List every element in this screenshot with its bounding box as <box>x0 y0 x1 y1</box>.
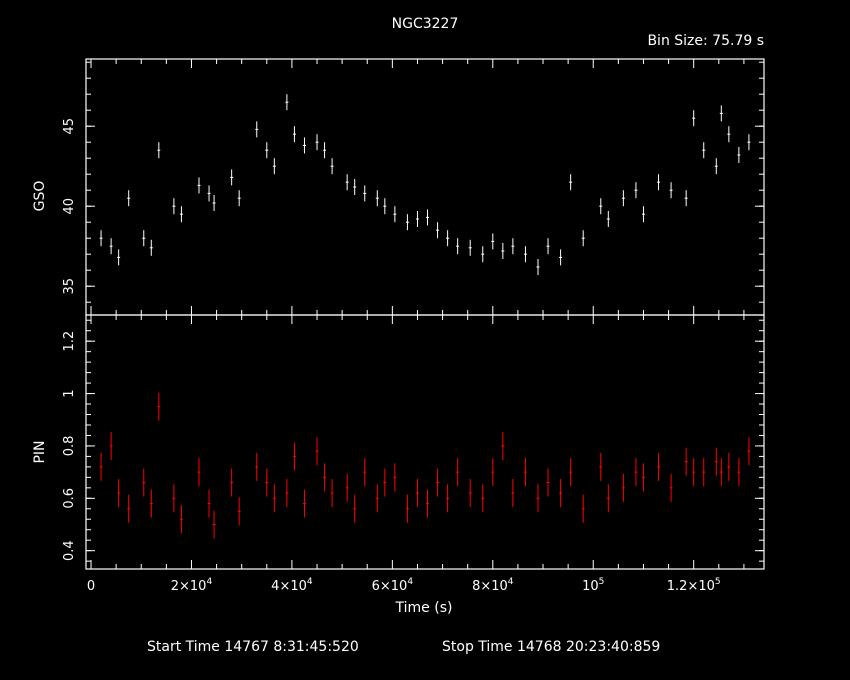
x-axis-label: Time (s) <box>395 600 453 616</box>
gso-y-tick-label: 40 <box>62 198 77 215</box>
x-tick-exponent: 4 <box>307 577 313 587</box>
pin-y-tick-label: 0.4 <box>62 540 77 561</box>
chart-title: NGC3227 <box>392 16 459 32</box>
pin-y-tick-label: 0.6 <box>62 488 77 509</box>
stop-time-label: Stop Time 14768 20:23:40:859 <box>442 639 660 655</box>
x-tick-exponent: 4 <box>508 577 514 587</box>
pin-y-tick-label: 0.8 <box>62 436 77 457</box>
x-tick-label: 4×104 <box>271 577 313 594</box>
pin-y-tick-label: 1 <box>62 389 77 397</box>
x-tick-label: 2×104 <box>171 577 213 594</box>
pin-panel: 0.4 0.6 0.8 1 1.2 0 2×104 4×104 6×104 8×104 105 1.2… <box>62 314 765 594</box>
gso-y-tick-label: 35 <box>62 278 77 295</box>
pin-y-tick-label: 1.2 <box>62 331 77 352</box>
x-tick-exponent: 4 <box>407 577 413 587</box>
x-tick-exponent: 4 <box>206 577 212 587</box>
x-tick-label: 6×104 <box>372 577 414 594</box>
x-tick-label: 1.2×105 <box>667 577 721 594</box>
start-time-label: Start Time 14767 8:31:45:520 <box>147 639 359 655</box>
x-tick-exponent: 5 <box>599 577 605 587</box>
gso-y-tick-label: 45 <box>62 118 77 135</box>
bin-size-label: Bin Size: 75.79 s <box>647 33 764 49</box>
x-tick-label: 0 <box>87 579 95 594</box>
pin-axis-label: PIN <box>32 440 48 463</box>
x-tick-label: 8×104 <box>472 577 514 594</box>
pin-frame <box>85 314 765 570</box>
x-tick-exponent: 5 <box>715 577 721 587</box>
gso-frame <box>85 58 765 316</box>
x-tick-label: 105 <box>582 577 604 594</box>
gso-panel: 35 40 45 <box>62 58 765 316</box>
gso-axis-label: GSO <box>32 181 48 212</box>
